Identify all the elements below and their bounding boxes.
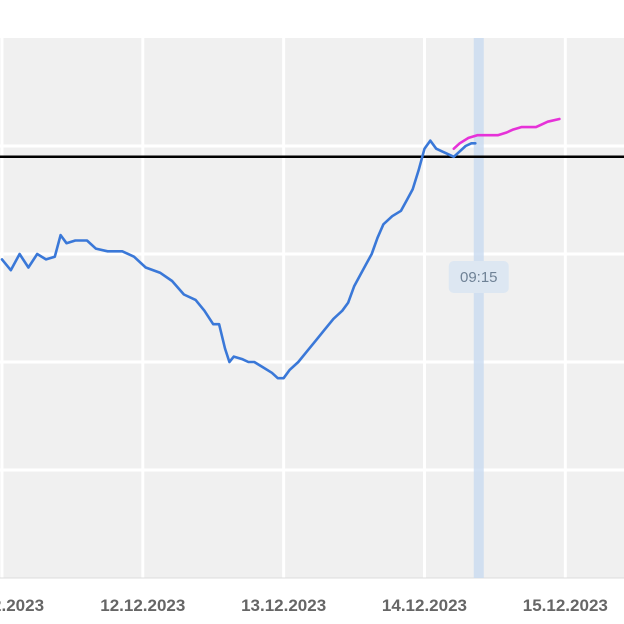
cursor-band	[473, 38, 484, 578]
series-line-1	[452, 117, 561, 150]
x-tick-label-2: 13.12.2023	[241, 596, 326, 615]
series-line-0	[0, 139, 477, 380]
x-axis-ticks: 11.12.2023 12.12.2023 13.12.2023 14.12.2023…	[0, 596, 608, 615]
x-tick-label-4: 15.12.2023	[523, 596, 608, 615]
cursor: 09:15	[448, 38, 509, 578]
series-group	[0, 117, 561, 380]
plot-area	[0, 38, 624, 578]
x-tick-label-3: 14.12.2023	[382, 596, 467, 615]
cursor-label-background	[448, 261, 509, 293]
grid	[0, 38, 624, 579]
x-tick-label-0: 11.12.2023	[0, 596, 44, 615]
x-tick-label-1: 12.12.2023	[100, 596, 185, 615]
cursor-label: 09:15	[460, 269, 498, 286]
